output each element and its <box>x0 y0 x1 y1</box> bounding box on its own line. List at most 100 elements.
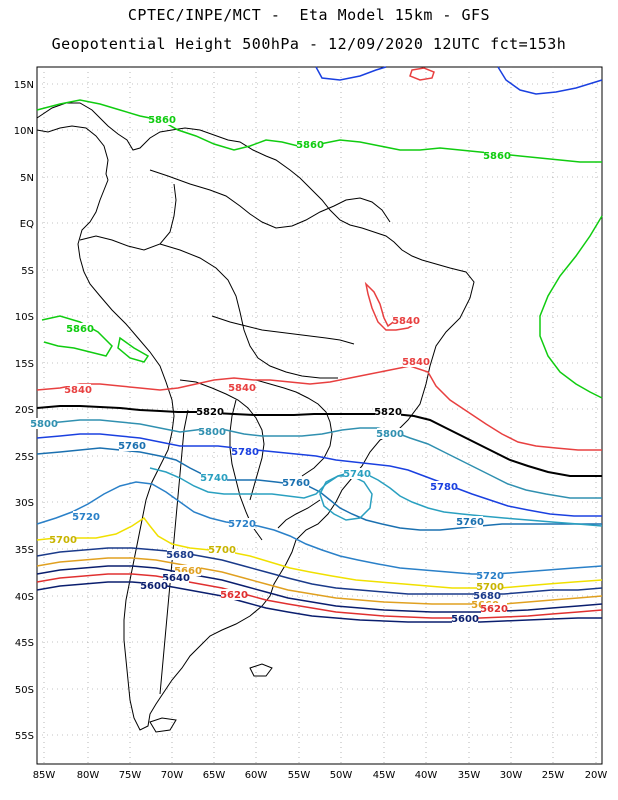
contour-label: 5840 <box>64 385 92 396</box>
contour-label: 5800 <box>198 427 226 438</box>
contour-label: 5820 <box>374 407 402 418</box>
tierra-del-fuego <box>149 717 177 733</box>
contour-label: 5800 <box>376 429 404 440</box>
contour-label: 5660 <box>174 566 202 577</box>
contour-label-bg <box>67 323 93 334</box>
contour-label: 5840 <box>402 357 430 368</box>
lat-tick-label: 10N <box>14 126 34 137</box>
river-plate <box>277 499 321 529</box>
contour-5740-low <box>319 475 373 521</box>
contour-label: 5860 <box>66 324 94 335</box>
contour-5860-small <box>117 336 150 363</box>
contour-label: 5700 <box>208 545 236 556</box>
contour-5840-main <box>36 365 602 451</box>
lon-tick-label: 40W <box>415 770 438 781</box>
contour-label: 5600 <box>451 614 479 625</box>
contour-5600 <box>36 581 602 623</box>
contour-label-bg <box>167 549 193 560</box>
contour-label-bg <box>197 406 223 417</box>
contour-label-bg <box>474 590 500 601</box>
lat-tick-label: 15S <box>15 359 34 370</box>
contour-label-bg <box>65 384 91 395</box>
contour-label-bg <box>344 468 370 479</box>
lat-tick-label: 25S <box>15 452 34 463</box>
border-interior-8 <box>79 183 177 251</box>
lon-tick-label: 85W <box>33 770 56 781</box>
contour-5820 <box>36 405 602 477</box>
contour-label-bg <box>393 315 419 326</box>
contour-label: 5740 <box>200 473 228 484</box>
contour-label-bg <box>283 477 309 488</box>
contour-label-bg <box>50 534 76 545</box>
contour-label: 5620 <box>480 604 508 615</box>
contour-label-bg <box>119 440 145 451</box>
lat-tick-label: 45S <box>15 638 34 649</box>
contour-label: 5600 <box>140 581 168 592</box>
map-frame <box>36 66 603 765</box>
chart-title: CPTEC/INPE/MCT - Eta Model 15km - GFS <box>127 6 491 24</box>
contour-label-bg <box>431 481 457 492</box>
contour-5860-west <box>41 315 113 357</box>
lon-tick-label: 30W <box>500 770 523 781</box>
contour-label-bg <box>175 565 201 576</box>
contour-label: 5840 <box>392 316 420 327</box>
lat-tick-label: EQ <box>20 219 34 230</box>
axis-ticks: 15N 10N 5N EQ 5S 10S 15S 20S 25S 30S 35S 40S 45S 50S 5… <box>14 80 608 781</box>
contour-label: 5620 <box>220 590 248 601</box>
border-interior-4 <box>179 379 265 501</box>
lat-tick-label: 30S <box>15 498 34 509</box>
contour-label: 5700 <box>476 582 504 593</box>
falklands <box>249 663 273 677</box>
lon-tick-label: 65W <box>203 770 226 781</box>
lat-tick-label: 55S <box>15 731 34 742</box>
lon-tick-label: 50W <box>330 770 353 781</box>
contour-5680 <box>36 547 603 595</box>
contour-label-bg <box>484 150 510 161</box>
central-america-isthmus <box>36 125 109 181</box>
contour-label-bg <box>481 603 507 614</box>
contour-north-blue <box>315 66 387 81</box>
central-america-coast <box>36 102 475 731</box>
contour-5620 <box>36 573 603 619</box>
lon-tick-label: 70W <box>161 770 184 781</box>
lat-tick-label: 35S <box>15 545 34 556</box>
contour-label: 5860 <box>483 151 511 162</box>
border-interior-2 <box>159 243 338 379</box>
lon-tick-label: 20W <box>585 770 608 781</box>
contour-label: 5860 <box>296 140 324 151</box>
lat-tick-label: 50S <box>15 685 34 696</box>
contour-5800 <box>36 419 602 499</box>
contour-label-bg <box>403 356 429 367</box>
contour-label: 5840 <box>228 383 256 394</box>
contour-label: 5800 <box>30 419 58 430</box>
contour-label: 5760 <box>282 478 310 489</box>
border-interior-1 <box>149 169 391 229</box>
contour-label: 5760 <box>118 441 146 452</box>
contour-label-bg <box>201 472 227 483</box>
contour-label-bg <box>141 580 167 591</box>
contour-label-bg <box>73 511 99 522</box>
contour-5720 <box>36 481 603 575</box>
contour-north-blue-2 <box>497 66 603 95</box>
lon-tick-label: 25W <box>542 770 565 781</box>
contour-label: 5720 <box>72 512 100 523</box>
contour-label: 5640 <box>162 573 190 584</box>
lat-tick-label: 15N <box>14 80 34 91</box>
contour-label: 5860 <box>148 115 176 126</box>
contour-label-bg <box>209 544 235 555</box>
contour-label-bg <box>149 114 175 125</box>
contour-label-bg <box>452 613 478 624</box>
contour-label-bg <box>232 446 258 457</box>
contour-label-bg <box>477 570 503 581</box>
contour-label-bg <box>375 406 401 417</box>
contour-label-bg <box>31 418 57 429</box>
contour-label-bg <box>229 518 255 529</box>
lat-lon-grid <box>37 67 602 764</box>
lat-tick-label: 10S <box>15 312 34 323</box>
contour-label: 5780 <box>231 447 259 458</box>
lon-tick-label: 55W <box>288 770 311 781</box>
contour-label: 5780 <box>430 482 458 493</box>
contour-label: 5760 <box>456 517 484 528</box>
lat-tick-label: 40S <box>15 592 34 603</box>
